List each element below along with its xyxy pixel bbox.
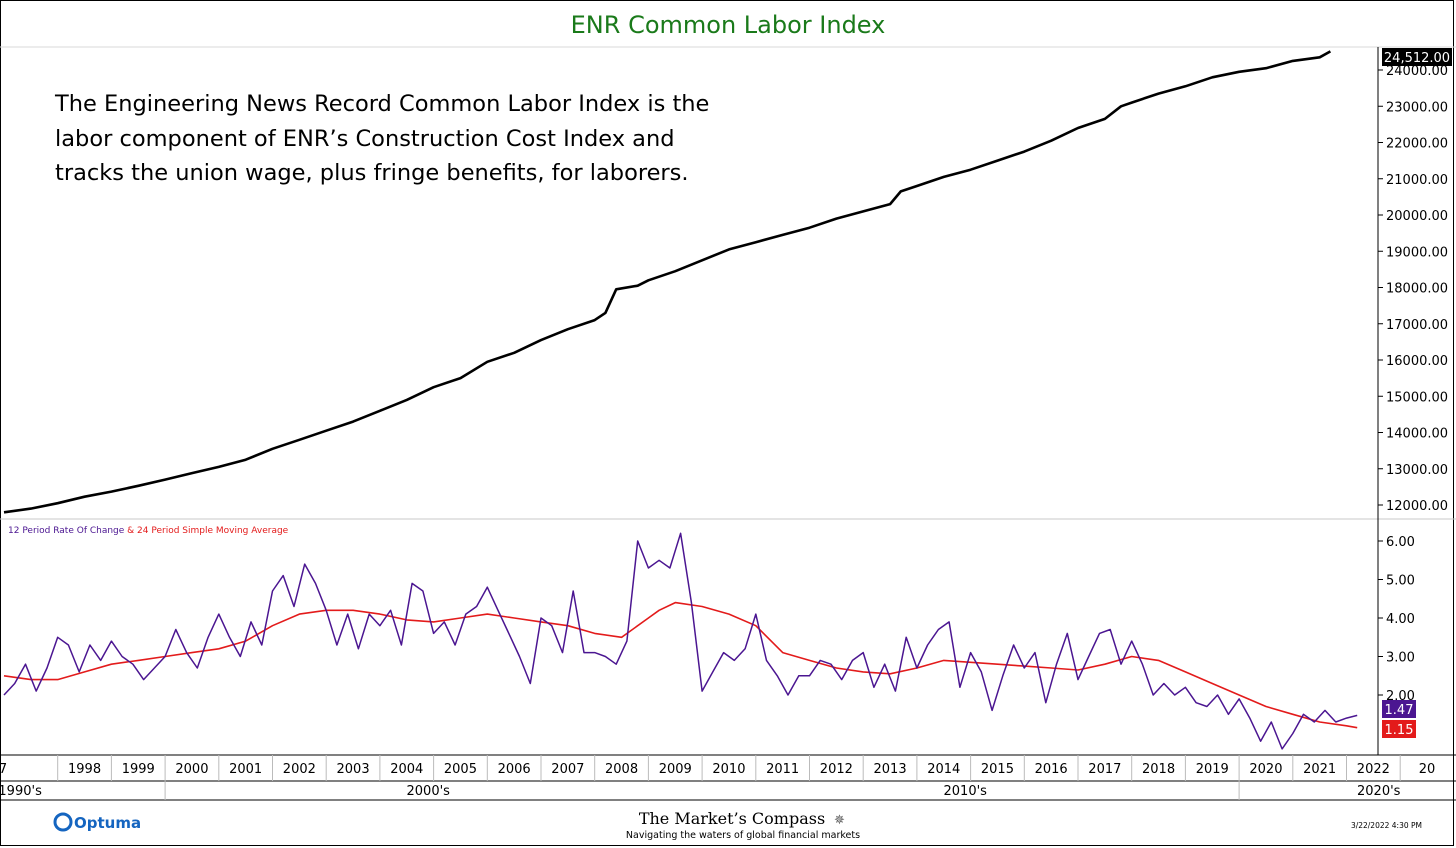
price-y-tick-label: 16000.00 [1386,354,1448,369]
roc-y-tick-label: 4.00 [1386,612,1415,627]
optuma-text: Optuma [74,814,141,832]
x-tick-label: 2021 [1303,762,1336,777]
price-y-axis: 12000.00 13000.00 14000.00 15000.00 16000.00… [1378,64,1448,514]
x-axis: 7 1998 1999 2000 2001 2002 2003 2004 2005 2006 200… [0,755,1435,781]
decade-label: 2010's [944,784,988,799]
indicator-title-roc: 12 Period Rate Of Change [8,526,125,536]
x-tick-label: 20 [1419,762,1436,777]
chart-timestamp: 3/22/2022 4:30 PM [1351,821,1422,830]
compass-icon: ✵ [834,813,845,828]
sma-series-line [3,601,1358,729]
price-last-value-badge: 24,512.00 [1382,48,1452,66]
price-y-tick-label: 15000.00 [1386,390,1448,405]
optuma-icon [53,812,73,832]
description-line-1: The Engineering News Record Common Labor… [54,91,709,117]
price-y-tick-label: 19000.00 [1386,245,1448,260]
description-line-3: tracks the union wage, plus fringe benef… [55,160,689,186]
decade-label: 1990's [0,784,42,799]
indicator-title-sma: & 24 Period Simple Moving Average [124,526,288,536]
x-tick-label: 2004 [390,762,423,777]
x-tick-label: 2003 [337,762,370,777]
x-tick-label: 2014 [927,762,960,777]
price-y-tick-label: 13000.00 [1386,463,1448,478]
x-tick-label: 2002 [283,762,316,777]
price-y-tick-label: 14000.00 [1386,427,1448,442]
x-tick-label: 2005 [444,762,477,777]
price-last-value: 24,512.00 [1384,51,1450,66]
x-tick-label: 7 [0,762,7,777]
roc-y-tick-label: 3.00 [1386,651,1415,666]
optuma-logo: Optuma [53,812,141,832]
x-tick-label: 2022 [1357,762,1390,777]
price-y-tick-label: 20000.00 [1386,209,1448,224]
price-series-line [3,50,1332,514]
x-tick-label: 1998 [68,762,101,777]
brand-tagline: Navigating the waters of global financia… [626,830,860,841]
decade-axis: 1990's 2000's 2010's 2020's [0,781,1401,800]
x-tick-label: 2013 [874,762,907,777]
x-tick-label: 2011 [766,762,799,777]
indicator-title: 12 Period Rate Of Change & 24 Period Sim… [8,526,289,536]
price-y-tick-label: 21000.00 [1386,173,1448,188]
price-y-tick-label: 17000.00 [1386,318,1448,333]
x-tick-label: 2007 [551,762,584,777]
roc-y-tick-label: 6.00 [1386,535,1415,550]
roc-last-value-badge: 1.47 [1382,700,1416,718]
sma-last-value-badge: 1.15 [1382,720,1416,738]
x-tick-label: 2001 [229,762,262,777]
x-tick-label: 2018 [1142,762,1175,777]
price-y-tick-label: 23000.00 [1386,100,1448,115]
decade-label: 2020's [1357,784,1401,799]
x-tick-label: 2012 [820,762,853,777]
roc-series-line [3,532,1358,750]
sma-last-value: 1.15 [1385,723,1414,738]
x-tick-label: 2006 [498,762,531,777]
x-tick-label: 2008 [605,762,638,777]
x-tick-label: 2016 [1035,762,1068,777]
description-line-2: labor component of ENR’s Construction Co… [55,126,675,152]
x-tick-label: 2015 [981,762,1014,777]
price-y-tick-label: 18000.00 [1386,282,1448,297]
price-y-tick-label: 12000.00 [1386,499,1448,514]
x-tick-label: 2017 [1088,762,1121,777]
x-tick-label: 2010 [712,762,745,777]
roc-y-tick-label: 5.00 [1386,574,1415,589]
x-tick-label: 2020 [1249,762,1282,777]
x-tick-label: 2000 [175,762,208,777]
decade-label: 2000's [407,784,451,799]
brand-name: The Market’s Compass [639,809,825,828]
price-y-tick-label: 24000.00 [1386,64,1448,79]
x-tick-label: 1999 [122,762,155,777]
roc-last-value: 1.47 [1385,703,1414,718]
x-tick-label: 2019 [1196,762,1229,777]
roc-y-axis: 2.003.004.005.006.00 [1378,535,1415,704]
price-y-tick-label: 22000.00 [1386,137,1448,152]
chart-title: ENR Common Labor Index [571,11,886,39]
x-tick-label: 2009 [659,762,692,777]
